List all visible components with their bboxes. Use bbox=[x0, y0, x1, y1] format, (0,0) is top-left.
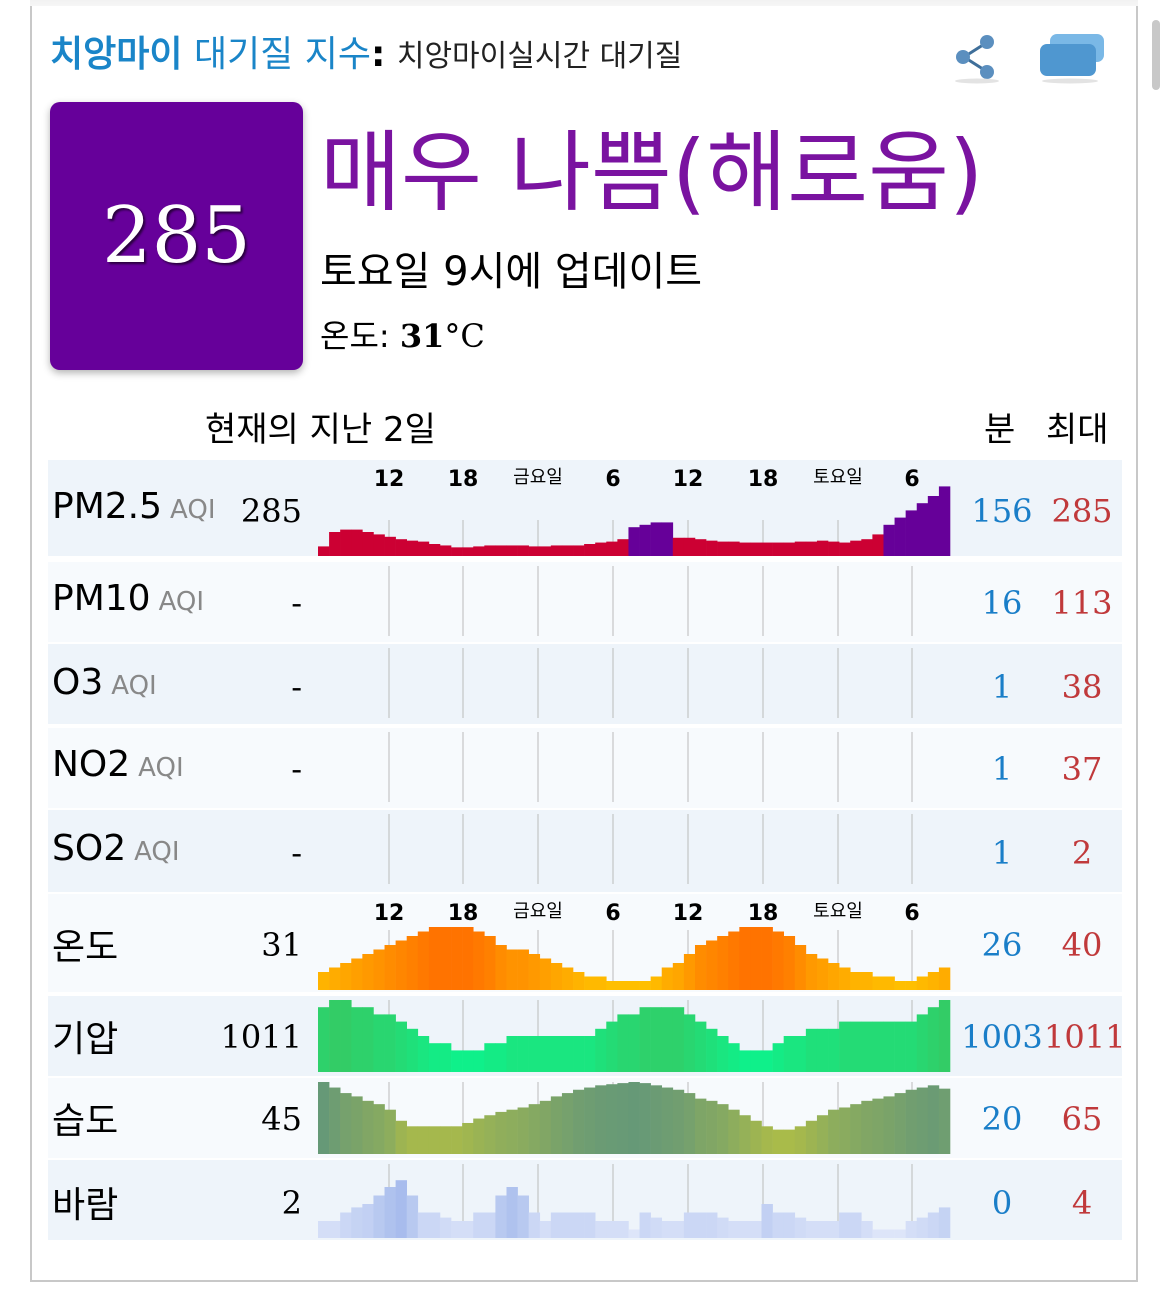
pollutant-row-pm10[interactable]: PM10 AQI - 16 113 bbox=[48, 562, 1122, 642]
row-name: PM2.5 AQI bbox=[52, 486, 216, 527]
aqi-badge: 285 bbox=[50, 102, 303, 370]
row-max: 65 bbox=[1061, 1100, 1103, 1138]
index-title[interactable]: 대기질 지수 bbox=[193, 34, 371, 75]
row-name: 습도 bbox=[52, 1101, 119, 1142]
row-current: 285 bbox=[240, 492, 302, 530]
weather-row-pressure[interactable]: 기압 1011 1003 1011 bbox=[48, 996, 1126, 1076]
temperature-line: 온도: 31°C bbox=[320, 312, 485, 360]
row-min: 20 bbox=[981, 1100, 1023, 1138]
row-name: O3 AQI bbox=[52, 662, 157, 703]
row-min: 156 bbox=[971, 492, 1033, 530]
row-current: - bbox=[291, 834, 302, 872]
row-current: - bbox=[291, 750, 302, 788]
row-min: 1003 bbox=[961, 1018, 1043, 1056]
temperature-value: 31 bbox=[399, 317, 445, 355]
header-subtitle: 치앙마이실시간 대기질 bbox=[396, 39, 683, 74]
row-name: 기압 bbox=[52, 1019, 119, 1060]
card-header: 치앙마이 대기질 지수: 치앙마이실시간 대기질 bbox=[50, 30, 682, 82]
pollutant-row-pm25[interactable]: PM2.5 AQI 285 156 285 bbox=[48, 460, 1122, 556]
row-name: 온도 bbox=[52, 927, 119, 968]
row-min: 1 bbox=[991, 668, 1013, 706]
temperature-label: 온도: bbox=[320, 317, 390, 355]
scrollbar[interactable] bbox=[1152, 20, 1160, 90]
row-current: 2 bbox=[281, 1184, 302, 1222]
row-min: 16 bbox=[981, 584, 1023, 622]
row-max: 1011 bbox=[1044, 1018, 1126, 1056]
updated-time: 토요일 9시에 업데이트 bbox=[320, 249, 703, 295]
message-icon[interactable] bbox=[1036, 30, 1108, 84]
weather-row-wind[interactable]: 바람 2 0 4 bbox=[48, 1160, 1122, 1240]
row-max: 285 bbox=[1051, 492, 1113, 530]
row-current: 45 bbox=[261, 1100, 302, 1138]
pollutant-row-so2[interactable]: SO2 AQI - 1 2 bbox=[48, 810, 1122, 892]
row-max: 2 bbox=[1071, 834, 1093, 872]
city-link[interactable]: 치앙마이 bbox=[50, 34, 183, 75]
row-max: 4 bbox=[1071, 1184, 1093, 1222]
row-name: SO2 AQI bbox=[52, 828, 180, 869]
row-current: - bbox=[291, 668, 302, 706]
weather-row-humidity[interactable]: 습도 45 20 65 bbox=[48, 1078, 1122, 1158]
row-current: - bbox=[291, 584, 302, 622]
pollutant-row-o3[interactable]: O3 AQI - 1 38 bbox=[48, 644, 1122, 724]
row-min: 26 bbox=[981, 926, 1023, 964]
aqi-value: 285 bbox=[102, 191, 251, 281]
pollutant-row-no2[interactable]: NO2 AQI - 1 37 bbox=[48, 728, 1122, 808]
row-current: 1011 bbox=[220, 1018, 302, 1056]
min-header: 분 bbox=[984, 410, 1016, 450]
row-name: NO2 AQI bbox=[52, 744, 184, 785]
max-header: 최대 bbox=[1046, 410, 1109, 450]
row-max: 40 bbox=[1061, 926, 1103, 964]
weather-row-temperature[interactable]: 온도 31 26 40 bbox=[48, 894, 1122, 992]
row-max: 37 bbox=[1061, 750, 1103, 788]
aqi-status: 매우 나쁨(해로움) bbox=[320, 121, 984, 224]
row-max: 113 bbox=[1051, 584, 1113, 622]
header-colon: : bbox=[370, 34, 386, 75]
temperature-unit: °C bbox=[444, 317, 485, 355]
row-name: 바람 bbox=[52, 1185, 119, 1226]
row-min: 0 bbox=[991, 1184, 1013, 1222]
row-max: 38 bbox=[1061, 668, 1103, 706]
share-icon[interactable] bbox=[950, 30, 1004, 84]
period-header: 현재의 지난 2일 bbox=[205, 410, 436, 450]
row-min: 1 bbox=[991, 750, 1013, 788]
row-current: 31 bbox=[261, 926, 302, 964]
row-min: 1 bbox=[991, 834, 1013, 872]
row-name: PM10 AQI bbox=[52, 578, 205, 619]
